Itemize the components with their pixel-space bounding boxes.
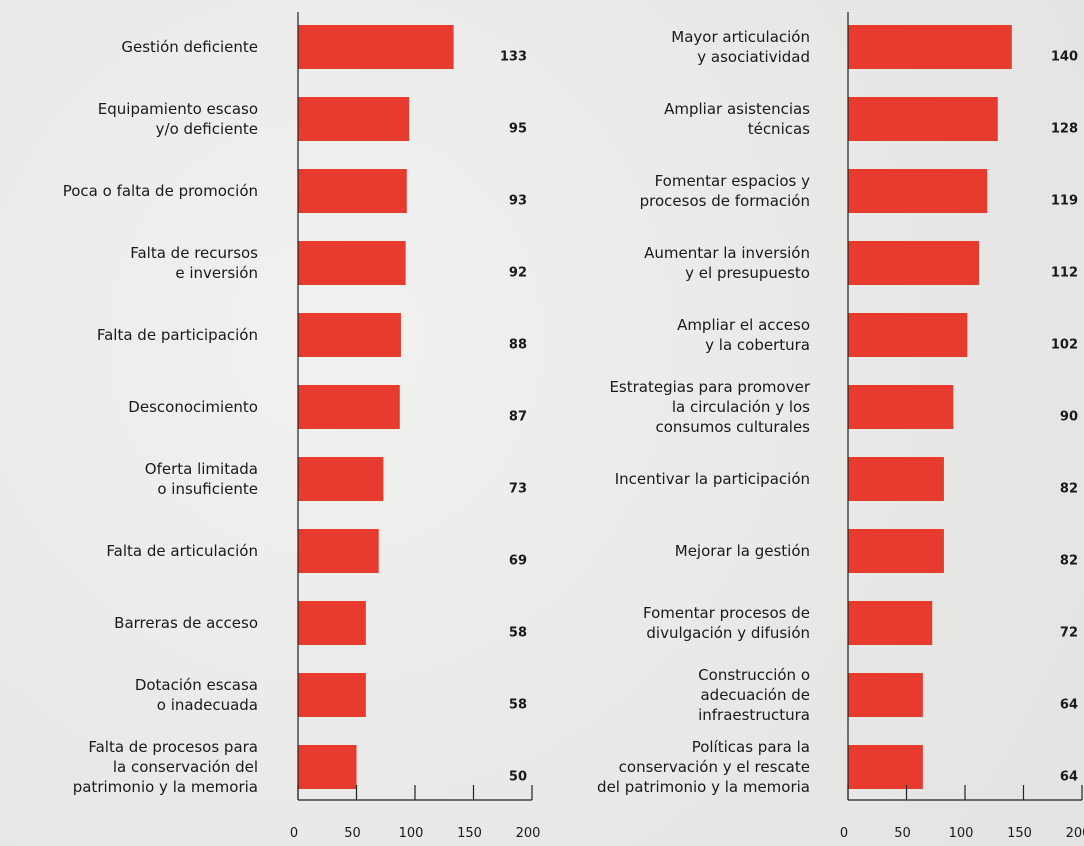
x-tick-label: 50 [894,826,911,841]
value-label: 72 [1059,625,1078,641]
x-tick-label: 50 [344,826,361,841]
category-label: Barreras de acceso [114,614,258,632]
bar [298,457,384,501]
category-label: Políticas para la conservación y el resc… [597,738,810,796]
bar [298,385,400,429]
category-label: Falta de recursos e inversión [130,244,258,282]
category-label: Incentivar la participación [614,470,810,488]
category-label: Dotación escasa o inadecuada [134,676,258,714]
x-tick-label: 100 [948,826,974,841]
category-label: Gestión deficiente [121,38,258,56]
bar [848,97,998,141]
category-label: Ampliar asistencias técnicas [664,100,810,138]
value-label: 112 [1050,265,1078,281]
category-label: Fomentar procesos de divulgación y difus… [643,604,810,642]
category-label: Desconocimiento [128,398,258,416]
value-label: 69 [508,553,527,569]
category-label: Falta de articulación [106,542,258,560]
value-label: 58 [508,625,527,641]
bar [298,25,454,69]
bar [298,97,410,141]
x-tick-label: 200 [515,826,541,841]
bar [848,457,944,501]
value-label: 92 [508,265,527,281]
bar [298,313,401,357]
x-tick-label: 200 [1065,826,1084,841]
bar [298,529,379,573]
bar [848,313,968,357]
value-label: 93 [508,193,527,209]
bar [848,745,923,789]
category-label: Mejorar la gestión [674,542,810,560]
value-label: 64 [1059,769,1078,785]
x-tick-label: 100 [398,826,424,841]
category-label: Equipamiento escaso y/o deficiente [97,100,258,138]
value-label: 95 [508,121,527,137]
value-label: 50 [508,769,527,785]
value-label: 73 [508,481,527,497]
category-label: Aumentar la inversión y el presupuesto [644,244,810,282]
category-label: Oferta limitada o insuficiente [144,460,258,498]
value-label: 128 [1050,121,1078,137]
bar [848,673,923,717]
value-label: 64 [1059,697,1078,713]
value-label: 87 [508,409,527,425]
bar [848,601,933,645]
value-label: 119 [1050,193,1078,209]
bar [848,241,980,285]
value-label: 102 [1050,337,1078,353]
x-tick-label: 150 [1007,826,1032,841]
bar [298,169,407,213]
category-label: Falta de procesos para la conservación d… [72,738,258,796]
value-label: 82 [1059,481,1078,497]
bar [298,745,357,789]
x-tick-label: 0 [289,826,299,841]
value-label: 140 [1050,49,1078,65]
value-label: 82 [1059,553,1078,569]
bar [848,169,988,213]
bar [848,25,1012,69]
x-tick-label: 0 [839,826,849,841]
bar [298,601,366,645]
category-label: Estrategias para promover la circulación… [609,378,810,436]
bar [848,385,954,429]
value-label: 88 [508,337,527,353]
x-tick-label: 150 [457,826,482,841]
bar [298,241,406,285]
value-label: 58 [508,697,527,713]
bar [298,673,366,717]
value-label: 133 [499,49,527,65]
category-label: Construcción o adecuación de infraestruc… [698,666,810,724]
category-label: Ampliar el acceso y la cobertura [677,316,810,354]
category-label: Mayor articulación y asociatividad [671,28,810,66]
bar [848,529,944,573]
category-label: Fomentar espacios y procesos de formació… [639,172,810,210]
value-label: 90 [1059,409,1078,425]
category-label: Poca o falta de promoción [62,182,258,200]
category-label: Falta de participación [96,326,258,344]
